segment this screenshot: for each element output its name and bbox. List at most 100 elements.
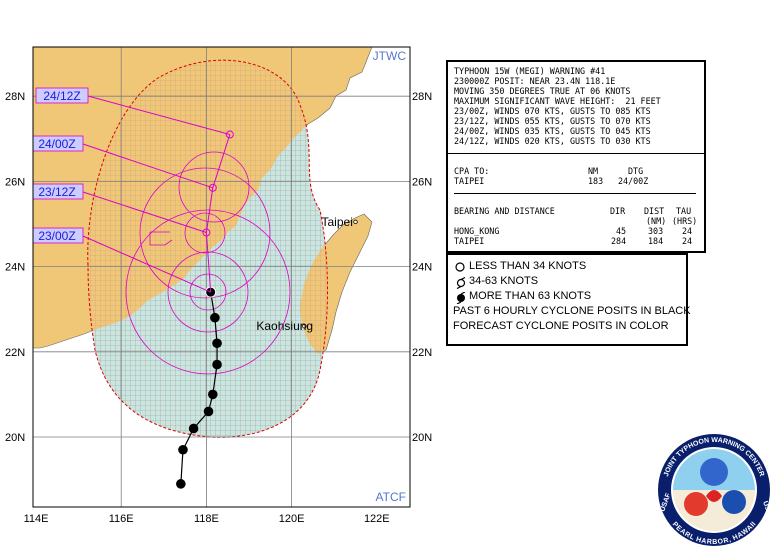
city-dot (353, 219, 358, 225)
forecast-label-box (35, 87, 89, 104)
lon-label: 118E (194, 513, 219, 525)
forecast-track-line (205, 134, 231, 293)
bearing-sub-tau: (HRS) (672, 216, 698, 226)
legend-item-weak: LESS THAN 34 KNOTS (453, 259, 686, 274)
lat-label-right: 24N (412, 262, 432, 274)
bearing-dist-2: 184 (648, 236, 664, 246)
warning-title: TYPHOON 15W (MEGI) WARNING #41 (454, 66, 606, 76)
divider (454, 193, 696, 194)
forecast-time-labels: 24/12Z 24/00Z 23/12Z 23/00Z (33, 87, 230, 293)
tropical-storm-icon (456, 277, 466, 289)
lon-label: 122E (364, 513, 390, 525)
bearing-col-tau: TAU (676, 206, 692, 216)
open-circle-icon (455, 262, 465, 272)
lat-label-right: 26N (412, 176, 432, 188)
axis-labels: 114E 116E 118E 120E 122E 20N 20N 22N 22N 24N 24N 26… (5, 91, 432, 525)
danger-area-border (87, 59, 328, 438)
legend-label-weak: LESS THAN 34 KNOTS (469, 260, 587, 272)
forecast-leader-line (82, 191, 207, 233)
warning-forecast-1: 23/00Z, WINDS 070 KTS, GUSTS TO 085 KTS (454, 106, 651, 116)
forecast-label-box (33, 135, 84, 152)
cpa-col-nm: NM (588, 166, 599, 176)
past-position-marker (207, 389, 218, 400)
warning-posit: 230000Z POSIT: NEAR 23.4N 118.1E (454, 76, 616, 86)
source-label-bottom: ATCF (376, 490, 406, 504)
warning-forecast-4: 24/12Z, WINDS 020 KTS, GUSTS TO 030 KTS (454, 136, 651, 146)
divider (448, 153, 704, 154)
past-position-marker (212, 359, 222, 370)
usn-emblem-icon (722, 490, 746, 514)
forecast-time-label: 23/12Z (38, 185, 75, 199)
usaf-emblem-icon (684, 492, 708, 516)
forecast-leader-line (82, 143, 213, 189)
bearing-tau-1: 24 (682, 226, 693, 236)
city-label: Taipei (322, 215, 353, 229)
lat-label-right: 28N (412, 91, 432, 103)
lat-label-left: 24N (5, 262, 25, 274)
jtwc-logo: JOINT TYPHOON WARNING CENTER PEARL HARBO… (658, 434, 773, 546)
forecast-label-box (33, 227, 84, 244)
forecast-time-label: 24/12Z (43, 89, 80, 103)
cpa-col-dtg: DTG (628, 166, 644, 176)
typhoon-icon (456, 292, 466, 304)
lon-label: 114E (24, 513, 49, 525)
past-position-marker (203, 406, 214, 417)
bearing-col-dir: DIR (610, 206, 626, 216)
logo-text-right: USN (761, 500, 773, 516)
warning-lines: TYPHOON 15W (MEGI) WARNING #41 230000Z P… (454, 66, 661, 146)
past-position-marker (212, 338, 222, 349)
lat-label-right: 22N (412, 347, 432, 359)
lon-label: 116E (109, 513, 134, 525)
globe-icon (700, 458, 728, 486)
lat-label-left: 26N (5, 176, 25, 188)
lat-label-left: 20N (5, 432, 25, 444)
legend-label-typhoon: MORE THAN 63 KNOTS (469, 290, 592, 302)
lat-label-left: 22N (5, 347, 25, 359)
forecast-time-label: 24/00Z (38, 137, 75, 151)
legend-label-storm: 34-63 KNOTS (469, 275, 539, 287)
past-position-marker (178, 444, 188, 455)
bearing-place-1: HONG_KONG (454, 226, 500, 236)
warning-wave-height: MAXIMUM SIGNIFICANT WAVE HEIGHT: 21 FEET (454, 96, 661, 106)
source-label-top: JTWC (373, 49, 407, 63)
past-position-marker (176, 479, 186, 489)
city-dot (302, 324, 307, 329)
bearing-place-2: TAIPEI (454, 236, 485, 246)
warning-forecast-2: 23/12Z, WINDS 055 KTS, GUSTS TO 070 KTS (454, 116, 651, 126)
map-border (32, 46, 411, 508)
bearing-col-dist: DIST (644, 206, 665, 216)
bearing-dist-1: 303 (648, 226, 664, 236)
bearing-dir-2: 284 (611, 236, 627, 246)
wind-radii (125, 151, 291, 375)
past-position-marker (188, 423, 199, 434)
forecast-time-label: 23/00Z (38, 229, 75, 243)
city-label: Kaohsiung (256, 319, 313, 333)
legend-item-typhoon: MORE THAN 63 KNOTS (453, 289, 686, 304)
cpa-place: TAIPEI (454, 176, 485, 186)
forecast-swath (149, 231, 173, 246)
forecast-leader-line (82, 235, 211, 293)
forecast-leader-line (87, 95, 230, 136)
storm-symbol-icon (706, 490, 722, 502)
cpa-dtg: 24/00Z (618, 176, 649, 186)
forecast-track (202, 130, 234, 293)
warning-panel: TYPHOON 15W (MEGI) WARNING #41 230000Z P… (446, 60, 706, 253)
lat-label-left: 28N (5, 91, 25, 103)
lat-lon-grid (33, 47, 410, 507)
bearing-sub-dist: (NM) (646, 216, 667, 226)
warning-forecast-3: 24/00Z, WINDS 035 KTS, GUSTS TO 045 KTS (454, 126, 651, 136)
legend-item-storm: 34-63 KNOTS (453, 274, 686, 289)
forecast-position-marker (202, 228, 211, 237)
forecast-position-marker (208, 183, 217, 192)
cpa-header: CPA TO: (454, 166, 490, 176)
city-markers: Taipei Kaohsiung (256, 215, 358, 333)
past-track (176, 286, 222, 489)
forecast-label-box (33, 183, 84, 200)
bearing-dir-1: 45 (616, 226, 627, 236)
legend-note-forecast: FORECAST CYCLONE POSITS IN COLOR (453, 320, 669, 332)
legend-note-past: PAST 6 HOURLY CYCLONE POSITS IN BLACK (453, 305, 691, 317)
bearing-header: BEARING AND DISTANCE (454, 206, 555, 216)
cpa-nm: 183 (588, 176, 604, 186)
forecast-position-marker (225, 130, 234, 139)
